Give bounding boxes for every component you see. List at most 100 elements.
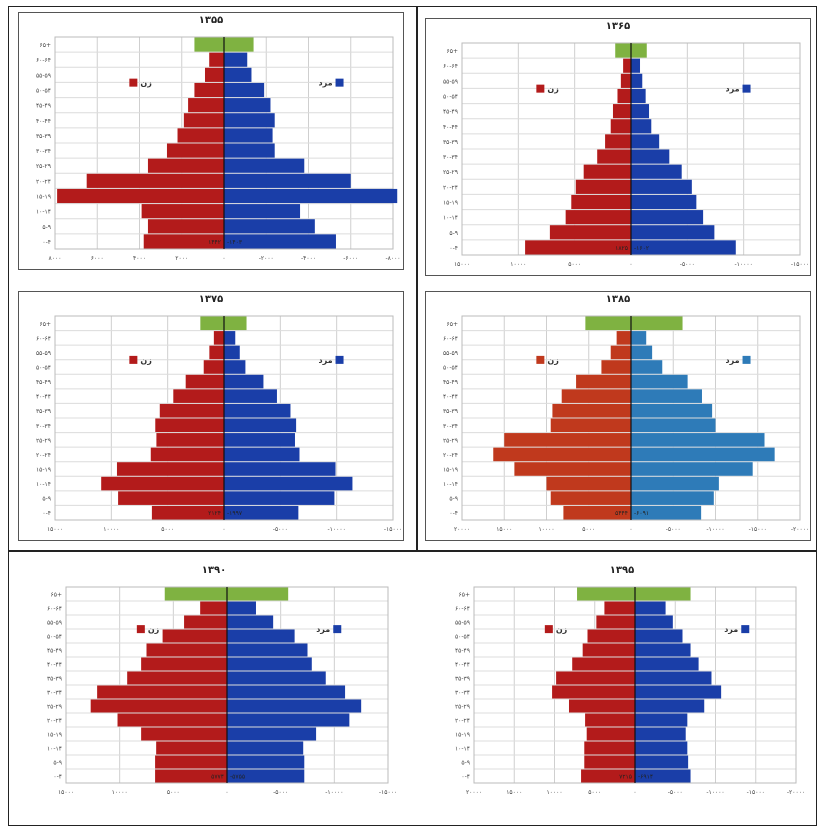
x-tick-label: -۱۰۰۰۰ <box>706 526 724 533</box>
bar-male <box>227 741 304 755</box>
bar-female <box>610 345 631 360</box>
bar-male <box>631 225 715 240</box>
data-label-female: ۲۱۲۴ <box>208 510 221 517</box>
legend-swatch-female <box>129 78 138 87</box>
x-tick-label: -۵۰۰۰ <box>666 526 681 533</box>
age-tick-label: ۲۵-۲۹ <box>36 163 51 170</box>
bar-female <box>146 643 227 657</box>
bar-male <box>224 316 247 331</box>
age-tick-label: ۳۵-۳۹ <box>443 139 458 146</box>
data-label-male: -۶۹۱۴ <box>638 774 653 781</box>
x-tick-label: ۵۰۰۰ <box>161 526 174 533</box>
legend-swatch-female <box>536 355 545 364</box>
age-tick-label: ۴۵-۴۹ <box>455 648 470 655</box>
bar-female <box>612 104 631 119</box>
bar-male <box>224 462 336 476</box>
bar-male <box>631 179 692 194</box>
age-tick-label: ۵۰-۵۴ <box>443 94 458 101</box>
x-tick-label: ۱۰۰۰۰ <box>538 526 554 533</box>
bar-female <box>587 629 635 643</box>
age-tick-label: ۴۰-۴۴ <box>36 118 51 125</box>
bar-male <box>635 601 666 615</box>
bar-female <box>586 727 635 741</box>
x-tick-label: ۱۵۰۰۰ <box>58 789 74 796</box>
bar-female <box>194 82 224 98</box>
bar-male <box>227 601 256 615</box>
bar-female <box>610 119 631 134</box>
bar-female <box>200 316 224 331</box>
age-tick-label: ۱۰-۱۴ <box>455 746 470 753</box>
bar-male <box>631 73 643 88</box>
data-label-male: -۶۰۹۱ <box>634 510 649 517</box>
x-tick-label: ۲۰۰۰۰ <box>466 789 482 796</box>
x-tick-label: ۱۰۰۰۰ <box>546 789 562 796</box>
age-tick-label: ۵۵-۵۹ <box>36 72 51 79</box>
bar-female <box>584 755 635 769</box>
bar-male <box>631 149 670 164</box>
bar-male <box>224 173 351 188</box>
bar-female <box>90 699 227 713</box>
age-tick-label: ۱۵-۱۹ <box>443 200 458 207</box>
data-label-female: ۵۷۷۴ <box>211 774 224 781</box>
bar-female <box>620 73 631 88</box>
bar-male <box>227 629 295 643</box>
legend-swatch-male <box>333 625 342 634</box>
bar-female <box>504 433 631 447</box>
legend-label-female: زن <box>556 625 568 634</box>
bar-male <box>635 643 691 657</box>
bar-female <box>164 587 227 601</box>
age-tick-label: ۵-۹ <box>461 760 470 767</box>
bar-female <box>617 88 631 104</box>
data-label-male: -۱۴۰۳ <box>227 239 243 246</box>
age-tick-label: ۲۰-۲۴ <box>47 718 62 725</box>
legend-swatch-male <box>742 355 751 364</box>
age-tick-label: ۳۰-۳۴ <box>455 690 470 697</box>
age-tick-label: ۲۰-۲۴ <box>36 178 51 185</box>
bar-female <box>141 727 227 741</box>
bar-male <box>224 67 252 82</box>
bar-female <box>150 447 224 462</box>
bar-female <box>549 225 631 240</box>
bar-female <box>204 67 224 82</box>
x-tick-label: -۵۰۰۰ <box>668 789 683 796</box>
bar-male <box>227 643 308 657</box>
age-tick-label: ۳۵-۳۹ <box>36 133 51 140</box>
age-tick-label: ۵۰-۵۴ <box>455 634 470 641</box>
legend-label-female: زن <box>547 85 559 94</box>
age-tick-label: ۲۰-۲۴ <box>36 452 51 459</box>
bar-male <box>635 685 722 699</box>
bar-female <box>552 403 631 418</box>
age-tick-label: ۵-۹ <box>449 230 458 237</box>
bar-male <box>631 210 704 225</box>
age-tick-label: ۶۰-۶۴ <box>443 63 458 70</box>
bar-female <box>582 643 635 657</box>
legend-swatch-female <box>544 625 553 634</box>
age-tick-label: ۵-۹ <box>53 760 62 767</box>
x-tick-label: ۵۰۰۰ <box>568 261 581 268</box>
legend-swatch-female <box>129 355 138 364</box>
bar-female <box>583 164 631 179</box>
bar-male <box>635 657 699 671</box>
x-tick-label: -۱۵۰۰۰ <box>379 789 397 796</box>
bar-female <box>615 43 631 58</box>
x-tick-label: -۸۰۰۰ <box>385 255 400 262</box>
bar-female <box>575 179 631 194</box>
legend-label-female: زن <box>140 356 152 365</box>
bar-male <box>635 587 691 601</box>
age-tick-label: ۴۵-۴۹ <box>36 103 51 110</box>
bar-female <box>576 374 631 389</box>
legend-label-male: مرد <box>725 85 739 94</box>
bar-female <box>147 219 224 234</box>
age-tick-label: ۴۵-۴۹ <box>443 379 458 386</box>
bar-female <box>563 505 631 520</box>
bar-female <box>616 331 631 345</box>
bar-male <box>227 587 289 601</box>
bar-male <box>631 164 682 179</box>
bar-male <box>224 98 271 113</box>
bar-female <box>143 234 224 249</box>
data-label-female: ۷۲۱۵ <box>619 774 632 781</box>
age-tick-label: ۵۵-۵۹ <box>455 620 470 627</box>
bar-male <box>631 88 646 104</box>
x-tick-label: -۴۰۰۰ <box>301 255 316 262</box>
bar-male <box>631 491 714 505</box>
